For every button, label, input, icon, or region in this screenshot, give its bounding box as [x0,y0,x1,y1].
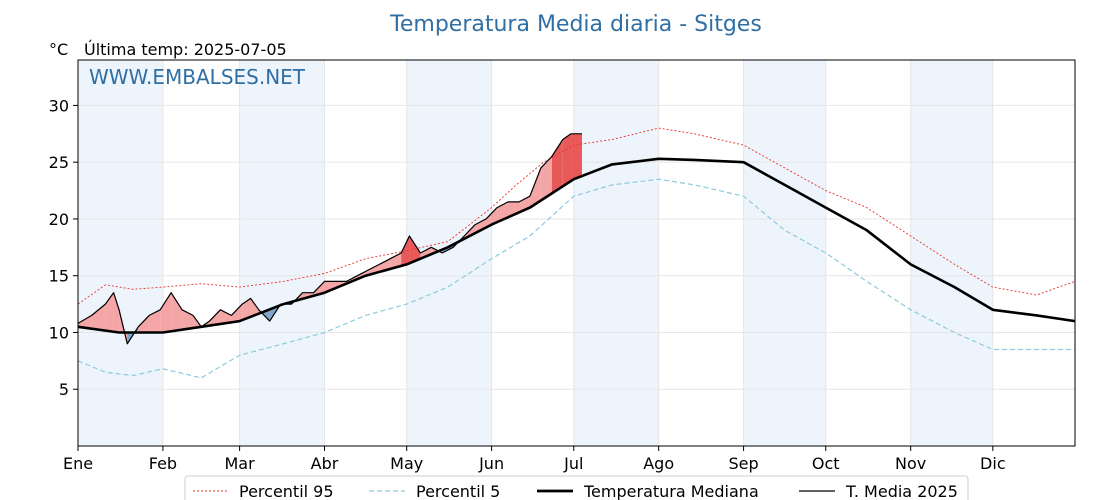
y-tick-label: 30 [49,96,69,115]
anomaly-fill-above [540,156,552,201]
series-lines [77,127,1076,379]
anomaly-fill-above [390,253,402,269]
y-axis-ticks: 5 10 15 20 25 30 [49,96,78,399]
anomaly-fill-above [220,309,232,324]
anomaly-fill-above [160,292,172,333]
series-line-median [77,157,1076,334]
month-band [78,60,163,446]
legend-label-p5: Percentil 5 [416,482,500,500]
x-tick-label: Feb [149,454,177,473]
anomaly-fill-above [242,298,251,321]
anomaly-fill-above [113,292,120,333]
anomaly-fill-above [324,281,336,293]
y-tick-label: 5 [59,380,69,399]
y-tick-label: 15 [49,267,69,286]
anomaly-fill-above [209,309,221,326]
x-tick-label: Ene [63,454,93,473]
legend-label-median: Temperatura Mediana [583,482,759,500]
anomaly-fill-above [250,298,259,317]
y-tick-label: 10 [49,323,69,342]
anomaly-fill-above [401,235,410,266]
unit-label: °C [49,40,68,59]
x-tick-label: Oct [812,454,840,473]
series-line-actual [77,133,582,345]
anomaly-fill-above [149,309,161,333]
anomaly-fill-above [78,315,92,329]
x-tick-label: Dic [980,454,1006,473]
x-tick-label: Jun [478,454,504,473]
month-band [573,60,659,446]
watermark: WWW.EMBALSES.NET [89,65,306,89]
x-tick-label: Abr [311,454,339,473]
anomaly-fill-above [409,235,421,264]
x-tick-label: Ago [643,454,674,473]
month-band [910,60,993,446]
x-tick-label: Sep [729,454,759,473]
legend: Percentil 95 Percentil 5 Temperatura Med… [184,475,969,500]
anomaly-fill-above [571,133,582,181]
x-axis-ticks: Ene Feb Mar Abr May Jun Jul Ago Sep Oct Nov Dic [63,446,1006,473]
legend-box [184,475,969,500]
legend-label-p95: Percentil 95 [239,482,334,500]
y-tick-label: 25 [49,153,69,172]
anomaly-fill-above [529,167,541,208]
x-tick-label: Jul [563,454,583,473]
x-tick-label: May [390,454,423,473]
anomaly-fill-above [475,218,487,234]
month-band [743,60,826,446]
y-tick-label: 20 [49,210,69,229]
last-temp-label: Última temp: 2025-07-05 [84,40,287,59]
anomaly-fill-above [231,304,243,323]
anomaly-fill-above [91,304,106,331]
plot-frame [77,59,1076,447]
month-band [239,60,325,446]
anomaly-fill-above [171,292,183,332]
x-tick-label: Mar [225,454,256,473]
x-tick-label: Nov [895,454,926,473]
chart-title: Temperatura Media diaria - Sitges [389,12,762,37]
legend-label-actual: T. Media 2025 [845,482,958,500]
anomaly-fill-above [182,309,194,330]
month-bands [78,60,993,446]
anomaly-fill-above [562,133,572,187]
anomaly-fill-above [105,292,114,332]
series-line-p5 [77,178,1075,379]
anomaly-fill-above [420,247,432,259]
anomaly-fill-above [138,315,150,333]
